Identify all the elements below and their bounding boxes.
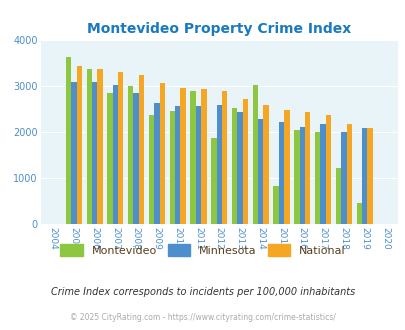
Bar [325, 115, 330, 224]
Bar [320, 124, 325, 224]
Bar [169, 111, 175, 224]
Bar [346, 124, 351, 224]
Bar [97, 69, 102, 224]
Bar [356, 203, 361, 224]
Bar [361, 128, 367, 224]
Bar [175, 106, 180, 224]
Bar [139, 75, 144, 224]
Bar [263, 105, 268, 224]
Bar [190, 91, 195, 224]
Bar [284, 110, 289, 224]
Bar [195, 106, 200, 224]
Bar [92, 82, 97, 224]
Bar [242, 99, 247, 224]
Bar [149, 115, 154, 224]
Bar [200, 88, 206, 224]
Text: Crime Index corresponds to incidents per 100,000 inhabitants: Crime Index corresponds to incidents per… [51, 287, 354, 297]
Bar [231, 108, 237, 224]
Title: Montevideo Property Crime Index: Montevideo Property Crime Index [87, 22, 350, 36]
Bar [133, 93, 139, 224]
Bar [216, 105, 222, 224]
Bar [252, 85, 258, 224]
Bar [278, 122, 284, 224]
Bar [86, 69, 92, 224]
Text: © 2025 CityRating.com - https://www.cityrating.com/crime-statistics/: © 2025 CityRating.com - https://www.city… [70, 313, 335, 322]
Bar [128, 86, 133, 224]
Bar [113, 85, 118, 224]
Bar [66, 57, 71, 224]
Bar [294, 130, 299, 224]
Bar [314, 132, 320, 224]
Bar [367, 128, 372, 224]
Bar [258, 118, 263, 224]
Bar [154, 103, 159, 224]
Legend: Montevideo, Minnesota, National: Montevideo, Minnesota, National [56, 240, 349, 260]
Bar [180, 88, 185, 224]
Bar [159, 83, 164, 224]
Bar [71, 82, 77, 224]
Bar [340, 132, 346, 224]
Bar [107, 93, 113, 224]
Bar [304, 112, 310, 224]
Bar [77, 66, 82, 224]
Bar [335, 168, 340, 224]
Bar [222, 91, 227, 224]
Bar [273, 185, 278, 224]
Bar [211, 138, 216, 224]
Bar [118, 72, 123, 224]
Bar [237, 112, 242, 224]
Bar [299, 127, 304, 224]
